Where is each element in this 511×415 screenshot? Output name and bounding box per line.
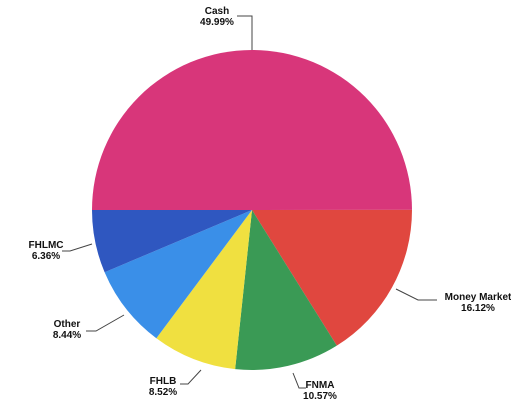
- pie-slices: [92, 49, 413, 371]
- slice-label-other: Other: [54, 319, 81, 330]
- slice-percent-fhlb: 8.52%: [149, 387, 177, 398]
- slice-percent-cash: 49.99%: [200, 17, 234, 28]
- slice-label-fnma: FNMA: [306, 380, 335, 391]
- slice-label-fhlmc: FHLMC: [29, 240, 64, 251]
- slice-percent-fnma: 10.57%: [303, 391, 337, 402]
- pie-slice-other: [104, 210, 252, 339]
- leader-lines: [62, 15, 437, 389]
- leader-line-money-market: [395, 288, 437, 301]
- pie-slice-fhlmc: [92, 210, 252, 273]
- leader-line-fhlmc: [62, 243, 93, 252]
- slice-percent-other: 8.44%: [53, 330, 81, 341]
- slice-label-cash: Cash: [205, 6, 229, 17]
- pie-slice-money-market: [252, 209, 413, 346]
- slice-percent-fhlmc: 6.36%: [32, 251, 60, 262]
- leader-line-fhlb: [180, 369, 202, 385]
- slice-label-money-market: Money Market: [445, 292, 511, 303]
- leader-line-fnma: [292, 372, 306, 389]
- leader-line-other: [86, 314, 125, 332]
- pie-slice-fnma: [235, 210, 337, 371]
- pie-slice-fhlb: [156, 210, 252, 370]
- pie-slice-cash: [92, 49, 412, 211]
- leader-line-cash: [237, 15, 253, 50]
- slice-label-fhlb: FHLB: [150, 376, 177, 387]
- slice-percent-money-market: 16.12%: [461, 303, 495, 314]
